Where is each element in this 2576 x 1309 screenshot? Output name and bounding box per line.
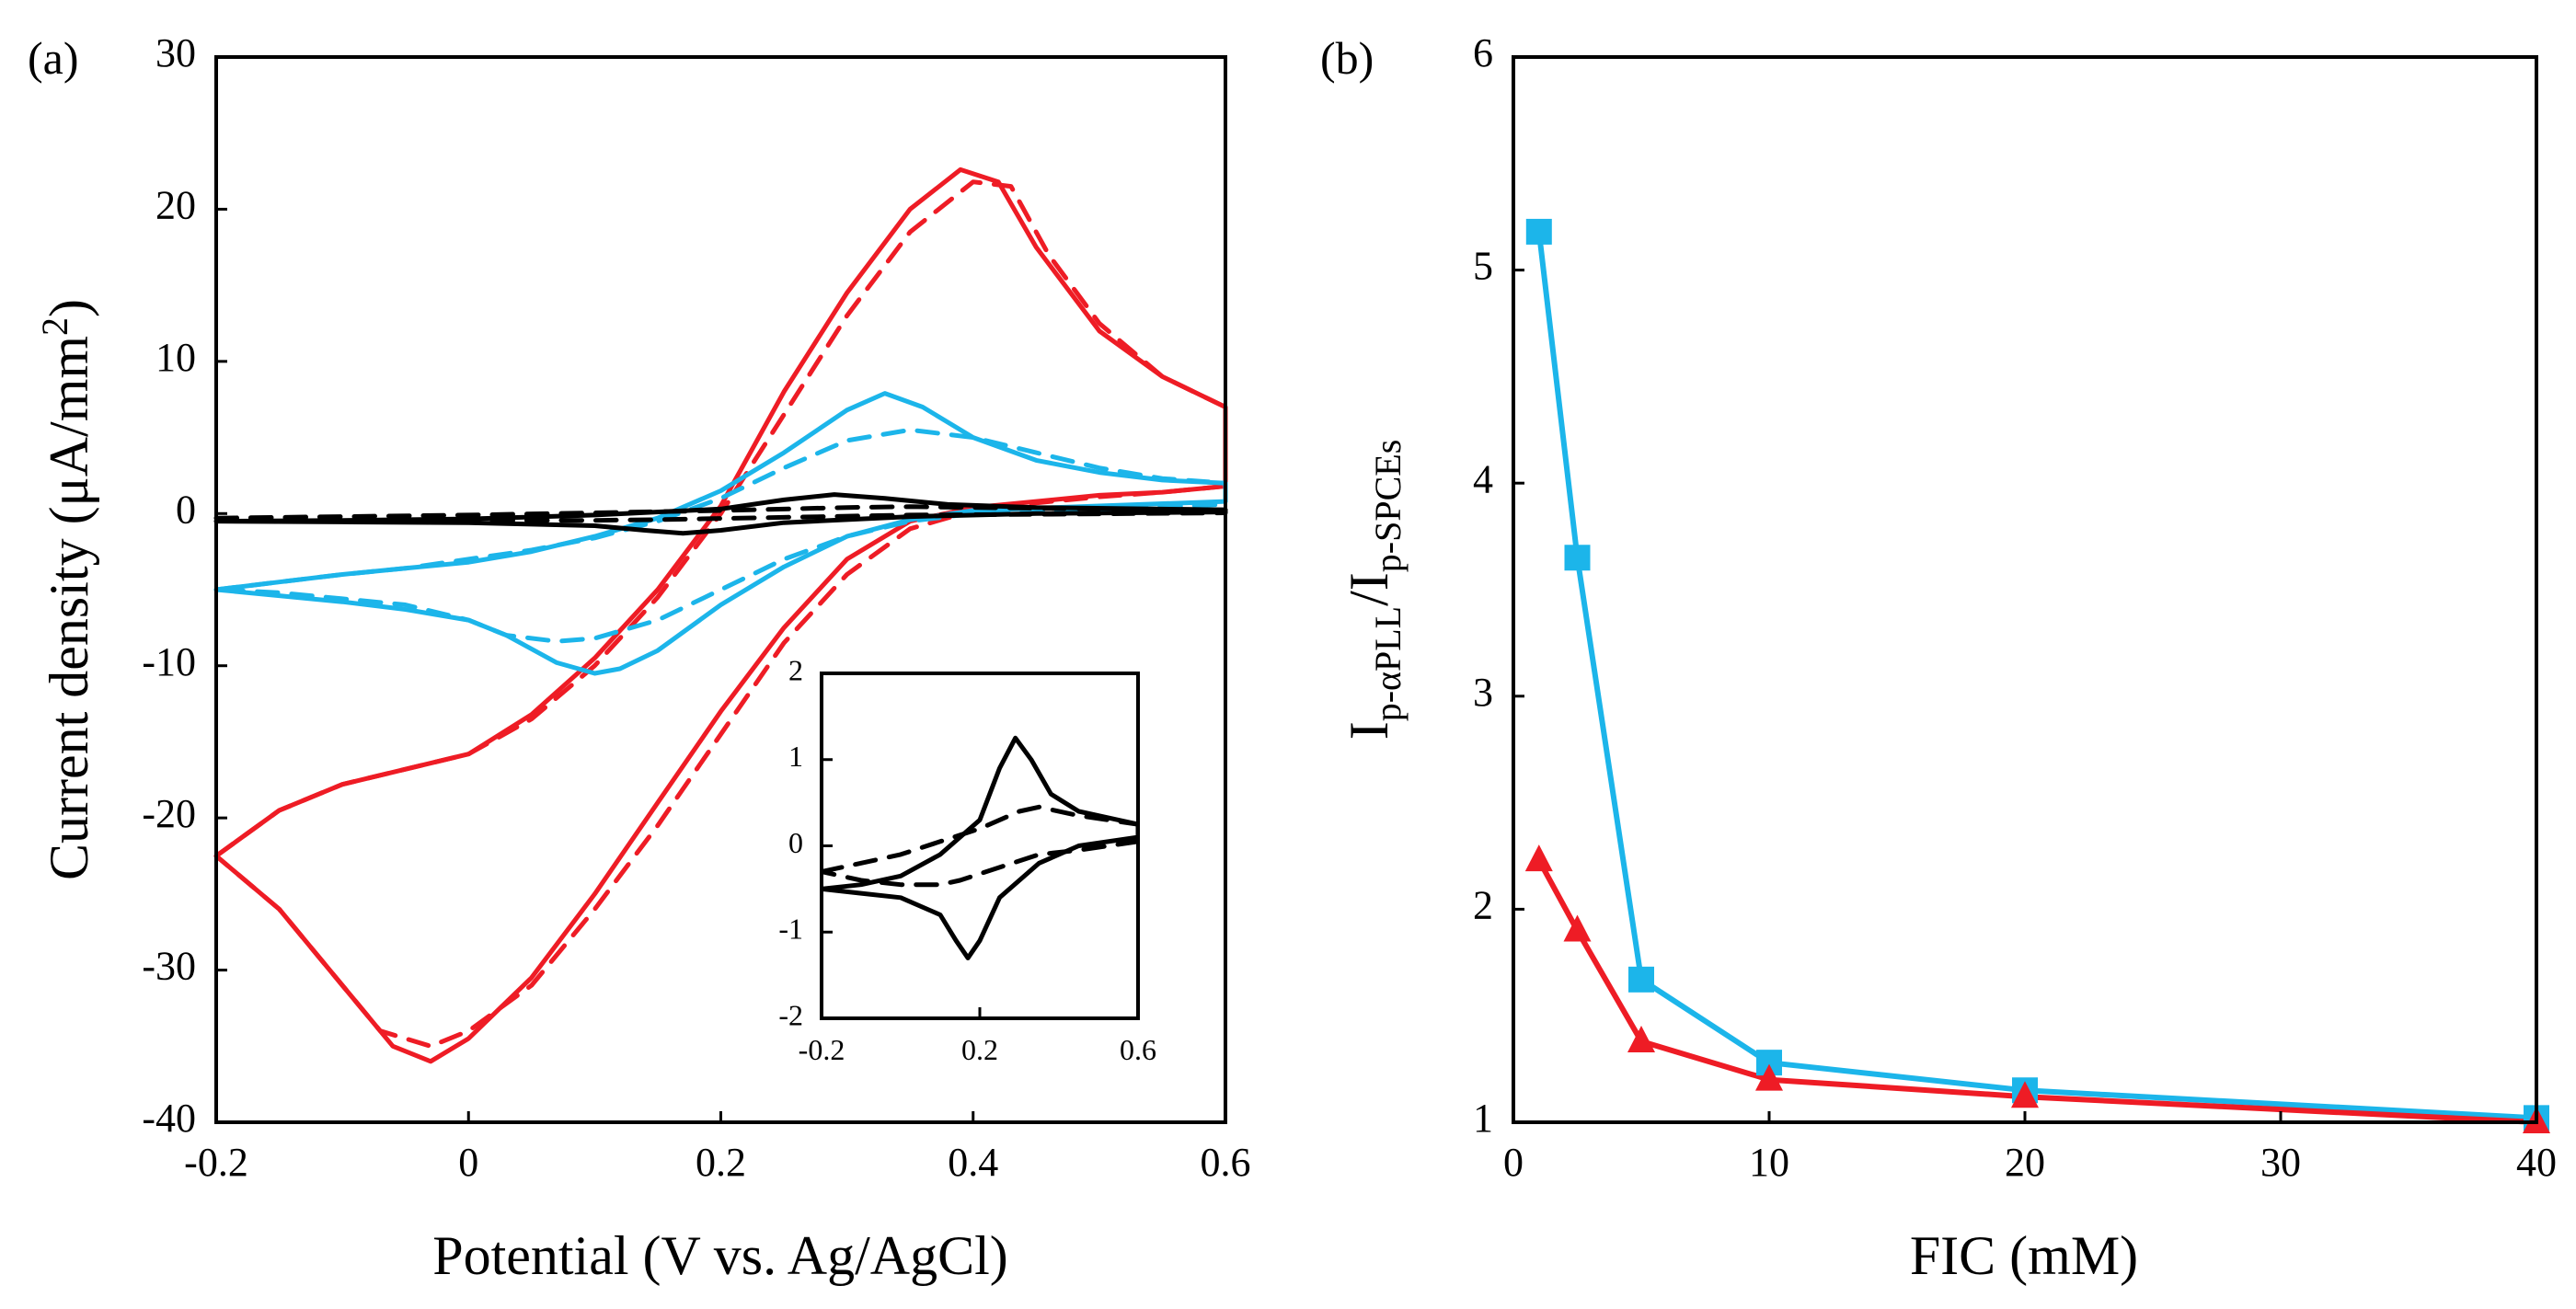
panel-b-x-tick-label: 30	[2260, 1140, 2301, 1185]
panel-b-red-triangles-point	[1627, 1025, 1655, 1052]
panel-a-y-ticks: -40 -30 -20 -10 0 10 20 30	[142, 30, 227, 1141]
panel-b-red-triangles-point	[1755, 1063, 1783, 1091]
panel-a-y-tick-label: -10	[142, 639, 196, 684]
panel-a-y-tick-label: 20	[155, 183, 196, 228]
panel-b-label: (b)	[1320, 32, 1374, 84]
inset-x-ticks: -0.2 0.2 0.6	[799, 1007, 1156, 1066]
inset-x-tick-label: 0.2	[961, 1033, 998, 1066]
panel-a-x-tick-label: -0.2	[184, 1140, 248, 1185]
inset-y-tick-label: 2	[788, 653, 803, 686]
panel-b-y-tick-label: 2	[1473, 882, 1493, 927]
panel-b: (b) 1 2 3 4 5 6 0 10 20 30 40 FIC (mM) Ip-αPLL/Ip…	[1320, 30, 2557, 1286]
panel-b-blue-squares-line	[1535, 231, 2537, 1121]
panel-b-blue-squares-point	[1564, 545, 1591, 571]
panel-a-y-tick-label: -30	[142, 944, 196, 989]
panel-b-blue-squares-point	[1525, 218, 1552, 245]
panel-a-y-tick-label: 0	[176, 487, 196, 532]
panel-a-x-ticks: -0.2 0 0.2 0.4 0.6	[184, 1111, 1251, 1185]
panel-b-y-title-sub2: p-SPCEs	[1367, 440, 1409, 573]
inset-x-tick-label: -0.2	[799, 1033, 845, 1066]
inset-y-ticks: -2 -1 0 1 2	[778, 653, 833, 1031]
panel-a-y-tick-label: -40	[142, 1096, 196, 1141]
panel-a-x-tick-label: 0.4	[948, 1140, 998, 1185]
panel-b-y-tick-label: 5	[1473, 244, 1493, 289]
panel-a-x-tick-label: 0	[458, 1140, 478, 1185]
panel-a-blue-dashed-curve	[213, 427, 1228, 644]
inset-y-tick-label: 0	[788, 826, 803, 859]
inset-curves	[822, 735, 1138, 960]
inset-y-tick-label: -1	[778, 913, 803, 946]
panel-a-y-tick-label: -20	[142, 791, 196, 836]
panel-a-y-title-main: Current density (μA/mm	[39, 336, 99, 880]
panel-b-red-triangles-line	[1536, 858, 2537, 1125]
panel-b-y-title-mid: /I	[1339, 572, 1399, 606]
panel-b-y-tick-label: 6	[1473, 30, 1493, 75]
panel-b-x-tick-label: 10	[1749, 1140, 1789, 1185]
panel-a-y-tick-label: 10	[155, 335, 196, 380]
panel-b-red-triangles-point	[2011, 1081, 2039, 1108]
panel-a-y-tick-label: 30	[155, 30, 196, 75]
inset-y-tick-label: -2	[778, 998, 803, 1031]
inset-x-tick-label: 0.6	[1120, 1033, 1156, 1066]
panel-b-y-ticks: 1 2 3 4 5 6	[1473, 30, 1524, 1141]
panel-b-y-title-sub1: p-αPLL	[1367, 606, 1409, 721]
panel-b-y-tick-label: 3	[1473, 670, 1493, 715]
panel-a-x-tick-label: 0.6	[1201, 1140, 1251, 1185]
panel-b-x-tick-label: 0	[1503, 1140, 1524, 1185]
panel-b-red-triangles-point	[1524, 844, 1553, 872]
panel-b-y-tick-label: 4	[1473, 456, 1493, 501]
panel-a-red-dashed-curve	[213, 179, 1228, 1049]
panel-b-x-tick-label: 40	[2516, 1140, 2557, 1185]
panel-a-x-axis-title: Potential (V vs. Ag/AgCl)	[432, 1225, 1008, 1286]
inset-chart: -2 -1 0 1 2 -0.2 0.2 0.6	[778, 653, 1156, 1066]
panel-a-y-title-close: )	[39, 299, 99, 317]
inset-black-dashed-curve	[822, 804, 1138, 888]
panel-a-label: (a)	[28, 32, 79, 84]
panel-a-y-title-sup: 2	[34, 317, 75, 336]
panel-b-x-axis-title: FIC (mM)	[1910, 1225, 2138, 1286]
panel-b-plot-frame	[1512, 55, 2538, 1124]
panel-b-y-title-main: I	[1339, 721, 1399, 740]
panel-b-x-ticks: 0 10 20 30 40	[1503, 1111, 2557, 1185]
panel-b-blue-squares-point	[1628, 966, 1654, 993]
panel-b-red-triangles-point	[1563, 914, 1592, 942]
inset-y-tick-label: 1	[788, 740, 803, 773]
panel-a-x-tick-label: 0.2	[696, 1140, 746, 1185]
panel-b-curves	[1524, 218, 2550, 1133]
panel-b-y-axis-title: Ip-αPLL/Ip-SPCEs	[1339, 440, 1409, 741]
panel-b-x-tick-label: 20	[2005, 1140, 2045, 1185]
panel-b-y-tick-label: 1	[1473, 1096, 1493, 1141]
panel-a-blue-solid-curve	[213, 391, 1228, 676]
panel-a-y-axis-title: Current density (μA/mm2)	[34, 299, 99, 880]
